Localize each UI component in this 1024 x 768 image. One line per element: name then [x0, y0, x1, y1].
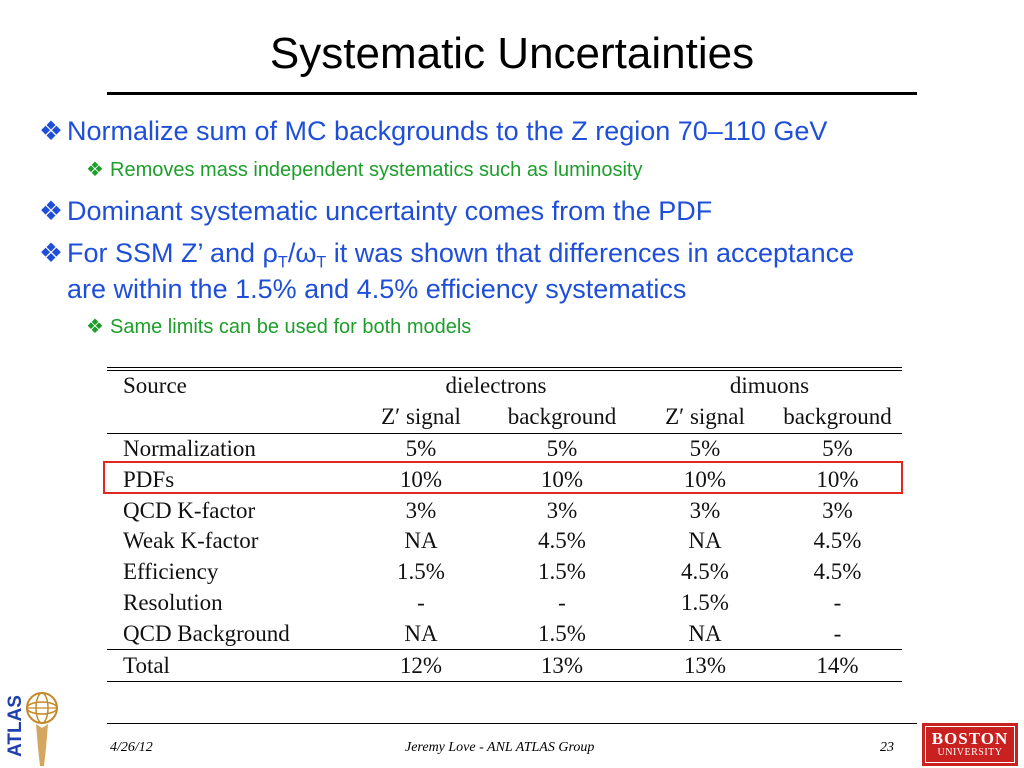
diamond-bullet-icon: ❖ — [38, 116, 64, 146]
sub-bullet-1: ❖ Removes mass independent systematics su… — [80, 157, 642, 183]
table-total-row: Total 12% 13% 13% 14% — [107, 649, 902, 682]
diamond-bullet-icon: ❖ — [38, 238, 64, 268]
sub-bullet-3: ❖ Same limits can be used for both models — [80, 314, 471, 340]
bullet-1-text: Normalize sum of MC backgrounds to the Z… — [67, 116, 828, 146]
header-source: Source — [123, 373, 187, 399]
bu-logo-line-1: BOSTON — [931, 729, 1009, 748]
atlas-figure-icon — [26, 692, 58, 766]
title-divider — [107, 92, 917, 95]
table-row: Resolution - -1.5% - — [123, 589, 842, 615]
boston-university-logo: BOSTON UNIVERSITY — [922, 723, 1018, 766]
slide-title: Systematic Uncertainties — [269, 29, 755, 78]
pdf-highlight-box — [103, 461, 903, 494]
table-top-rule-2 — [107, 370, 902, 371]
bullet-1: ❖ Normalize sum of MC backgrounds to the… — [35, 114, 828, 148]
diamond-bullet-icon: ❖ — [86, 316, 104, 338]
footer-date: 4/26/12 — [110, 740, 153, 755]
bullet-2-text: Dominant systematic uncertainty comes fr… — [67, 196, 713, 226]
bullet-2: ❖ Dominant systematic uncertainty comes … — [35, 194, 712, 228]
bu-logo-line-2: UNIVERSITY — [937, 747, 1003, 758]
footer-divider — [107, 723, 917, 724]
subheader-cell: Z′ signal — [381, 404, 461, 430]
table-subheader-row: Z′ signal background Z′ signal backgroun… — [107, 402, 902, 433]
table-row: QCD Background NA 1.5% NA - — [123, 620, 842, 646]
diamond-bullet-icon: ❖ — [38, 196, 64, 226]
table-row: Normalization 5% 5% 5% 5% — [107, 433, 902, 464]
sub-bullet-3-text: Same limits can be used for both models — [110, 316, 472, 338]
diamond-bullet-icon: ❖ — [86, 159, 104, 181]
subheader-cell: background — [507, 404, 617, 430]
footer-author: Jeremy Love - ANL ATLAS Group — [405, 740, 595, 755]
header-dimuons: dimuons — [729, 373, 810, 399]
subheader-cell: background — [783, 404, 892, 430]
table-row: QCD K-factor 3% 3% 3% 3% — [123, 497, 853, 523]
footer-page-number: 23 — [880, 740, 894, 755]
bullet-3-text: For SSM Z’ and ρT/ωT it was shown that d… — [67, 238, 855, 272]
table-header-row: Source dielectrons dimuons — [107, 371, 902, 402]
table-row: Weak K-factor NA 4.5% NA 4.5% — [123, 528, 862, 554]
header-dielectrons: dielectrons — [445, 373, 547, 399]
sub-bullet-1-text: Removes mass independent systematics suc… — [110, 159, 643, 181]
systematics-table: Source dielectrons dimuons Z′ signal bac… — [107, 367, 902, 682]
table-top-rule — [107, 367, 902, 368]
bullet-3-line-2-text: are within the 1.5% and 4.5% efficiency … — [67, 274, 687, 304]
table-row: Efficiency 1.5% 1.5% 4.5% 4.5% — [123, 559, 862, 585]
table-row-highlighted: PDFs 10% 10% 10% 10% — [123, 466, 859, 492]
subheader-cell: Z′ signal — [665, 404, 745, 430]
bullet-3: ❖ For SSM Z’ and ρT/ωT it was shown that… — [35, 236, 854, 271]
